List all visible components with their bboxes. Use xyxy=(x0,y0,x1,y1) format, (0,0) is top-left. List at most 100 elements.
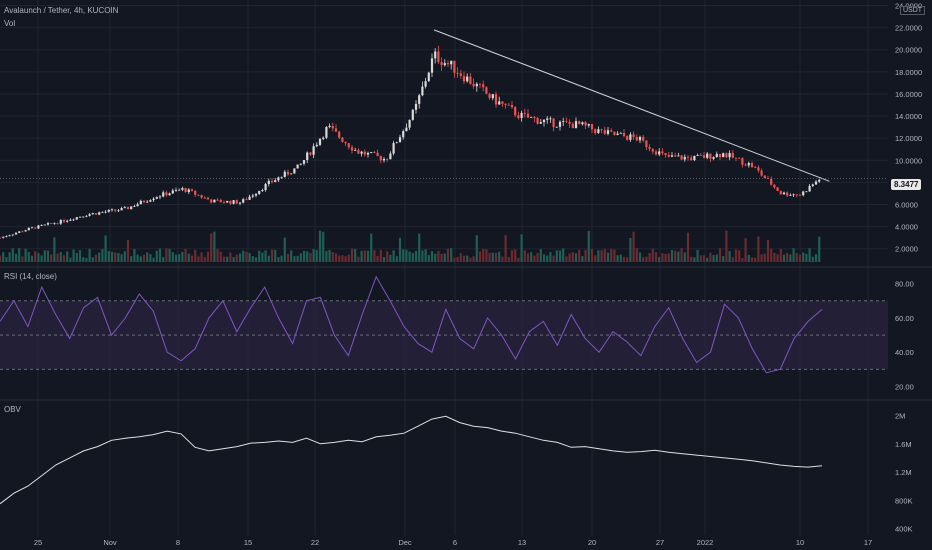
volume-bar xyxy=(802,252,805,262)
candle-body xyxy=(347,143,350,148)
candle-body xyxy=(366,152,370,155)
candle-body xyxy=(171,190,174,194)
x-tick-label: 10 xyxy=(796,538,804,547)
candle-body xyxy=(117,210,120,212)
candle-body xyxy=(808,185,811,192)
volume-bar xyxy=(261,252,264,262)
volume-bar xyxy=(482,248,485,262)
candle-body xyxy=(350,147,354,151)
volume-bar xyxy=(296,255,299,262)
candle-body xyxy=(462,75,466,82)
volume-bar xyxy=(30,255,34,262)
volume-bar xyxy=(379,249,382,262)
candle-body xyxy=(341,137,344,142)
volume-bar xyxy=(475,235,478,262)
volume-bar xyxy=(421,250,424,262)
volume-bar xyxy=(587,231,590,262)
candle-body xyxy=(373,151,376,153)
x-tick-label: Nov xyxy=(103,538,117,547)
volume-bar xyxy=(584,249,587,262)
candle-body xyxy=(731,152,734,158)
candle-body xyxy=(126,207,130,209)
candle-body xyxy=(270,180,274,182)
candle-body xyxy=(30,227,34,229)
volume-bar xyxy=(213,231,216,262)
candle-body xyxy=(757,167,760,171)
candle-body xyxy=(594,129,597,133)
candle-body xyxy=(818,179,821,182)
volume-bar xyxy=(357,256,360,262)
candle-body xyxy=(360,151,363,154)
volume-bar xyxy=(69,257,72,262)
candle-body xyxy=(437,51,440,63)
candle-body xyxy=(136,204,139,207)
candle-body xyxy=(802,191,805,196)
volume-bar xyxy=(562,248,565,262)
candle-body xyxy=(91,213,94,215)
volume-bar xyxy=(280,255,283,262)
x-tick-label: 25 xyxy=(34,538,42,547)
y-tick-label: 14.0000 xyxy=(895,112,922,121)
candle-body xyxy=(277,177,280,181)
candle-body xyxy=(526,113,530,118)
volume-bar xyxy=(136,254,139,262)
candle-body xyxy=(562,121,565,122)
volume-bar xyxy=(62,255,66,262)
y-tick-label: 6.0000 xyxy=(895,201,918,210)
candle-body xyxy=(738,157,741,159)
volume-bar xyxy=(101,249,104,262)
candle-body xyxy=(158,196,162,198)
volume-bar xyxy=(510,250,514,262)
y-tick-label: 2.0000 xyxy=(895,245,918,254)
candle-body xyxy=(789,195,792,196)
volume-bar xyxy=(546,255,549,262)
volume-bar xyxy=(645,256,648,262)
x-tick-label: 6 xyxy=(453,538,457,547)
candle-body xyxy=(722,153,725,158)
candle-body xyxy=(782,192,786,195)
volume-bar xyxy=(456,257,459,262)
volume-bar xyxy=(763,253,766,262)
candle-body xyxy=(11,234,14,236)
candle-body xyxy=(133,206,136,207)
candle-body xyxy=(114,209,117,211)
candle-body xyxy=(325,126,328,138)
volume-bar xyxy=(786,252,789,262)
x-tick-label: 2022 xyxy=(697,538,714,547)
volume-bar xyxy=(59,252,62,262)
candle-body xyxy=(370,151,373,153)
volume-bar xyxy=(91,257,94,262)
candle-body xyxy=(552,118,555,128)
candle-body xyxy=(590,124,594,130)
candle-body xyxy=(702,155,706,158)
candle-body xyxy=(318,138,322,145)
candle-body xyxy=(395,142,398,144)
candle-body xyxy=(328,125,331,127)
volume-bar xyxy=(622,256,626,262)
volume-bar xyxy=(130,256,133,262)
volume-bar xyxy=(334,253,338,262)
candle-body xyxy=(610,130,613,132)
volume-bar xyxy=(603,248,606,262)
volume-bar xyxy=(338,255,341,262)
volume-bar xyxy=(747,254,750,262)
volume-bar xyxy=(408,251,411,262)
volume-bar xyxy=(242,250,245,262)
candle-body xyxy=(206,197,210,200)
volume-bar xyxy=(616,255,619,262)
volume-bar xyxy=(56,253,59,262)
candle-body xyxy=(296,164,299,169)
candle-body xyxy=(443,63,446,66)
x-tick-label: 27 xyxy=(656,538,664,547)
volume-bar xyxy=(114,252,117,262)
last-price-tag: 8.3477 xyxy=(891,179,922,190)
candle-body xyxy=(149,200,152,202)
volume-bar xyxy=(757,236,760,262)
candle-body xyxy=(402,131,405,138)
candle-body xyxy=(664,153,667,155)
candle-body xyxy=(466,76,469,82)
volume-bar xyxy=(533,255,536,262)
volume-bar xyxy=(693,257,696,262)
candle-body xyxy=(210,199,213,203)
obv-tick-label: 1.2M xyxy=(895,468,912,477)
